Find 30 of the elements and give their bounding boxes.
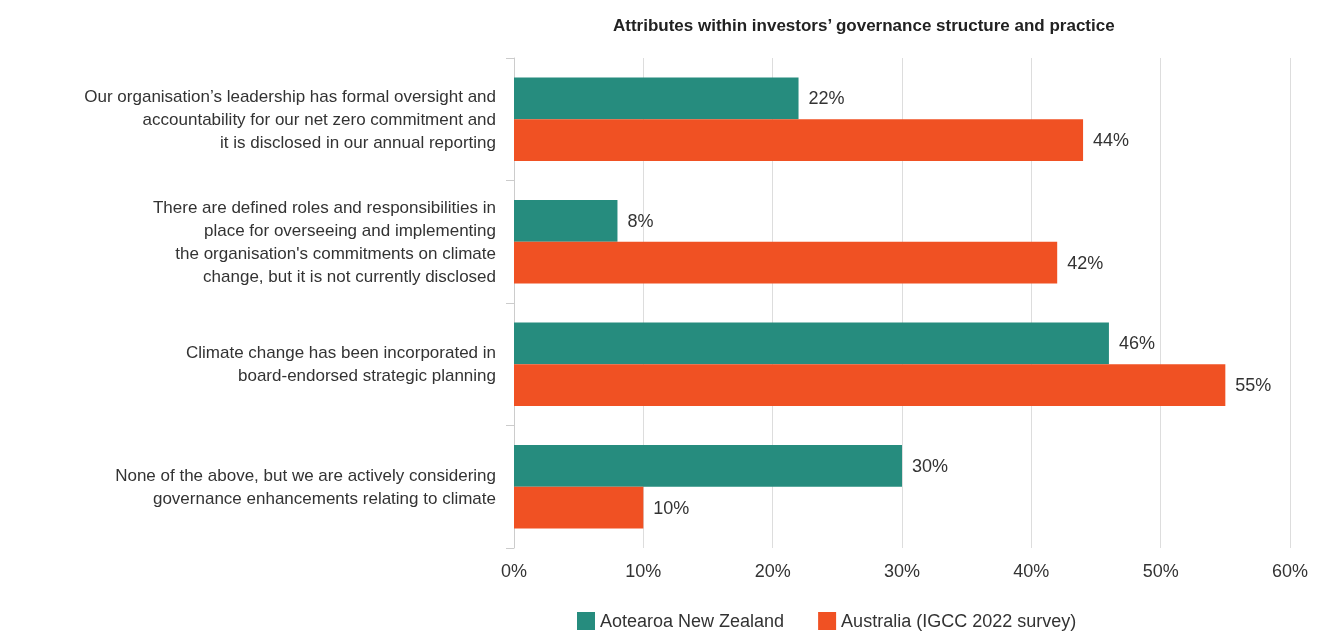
data-label: 30% <box>912 455 949 476</box>
bar <box>514 445 902 487</box>
x-tick-label: 0% <box>500 561 528 581</box>
bar <box>514 322 1109 365</box>
x-tick-label: 20% <box>754 561 791 581</box>
y-tick-label: None of the above, but we are actively considering governance enhancements relating to climate <box>115 465 496 508</box>
data-label: 42% <box>1067 252 1104 273</box>
bar <box>514 364 1226 406</box>
x-tick-label: 30% <box>883 561 921 581</box>
x-tick-label: 10% <box>625 561 662 581</box>
bar <box>514 241 1058 284</box>
y-tick-label: Climate change has been incorporated in board-endorsed strategic planning <box>186 343 496 386</box>
y-tick-label: There are defined roles and responsibilities in place for overseeing and implementing the organisation's commitments on climate change, but it is not currently disclosed <box>152 197 496 286</box>
x-tick-label: 50% <box>1142 561 1179 581</box>
legend-label: Australia (IGCC 2022 survey) <box>841 611 1077 631</box>
data-label: 8% <box>627 210 654 231</box>
data-label: 55% <box>1235 375 1272 396</box>
data-label: 44% <box>1093 130 1130 151</box>
bar <box>514 486 644 529</box>
data-label: 46% <box>1118 333 1155 354</box>
bar <box>514 200 618 242</box>
chart-title: Attributes within investors’ governance structure and practice <box>613 16 1115 35</box>
bar <box>514 77 799 120</box>
x-tick-label: 60% <box>1271 561 1309 581</box>
legend-label: Aotearoa New Zealand <box>600 611 785 631</box>
data-label: 10% <box>653 497 690 518</box>
y-tick-label: Our organisation’s leadership has formal oversight and accountability for our net zero commitment and it is disclosed in our annual reporting <box>84 86 496 152</box>
x-tick-label: 40% <box>1013 561 1050 581</box>
data-label: 22% <box>808 88 845 109</box>
bar <box>514 119 1084 161</box>
